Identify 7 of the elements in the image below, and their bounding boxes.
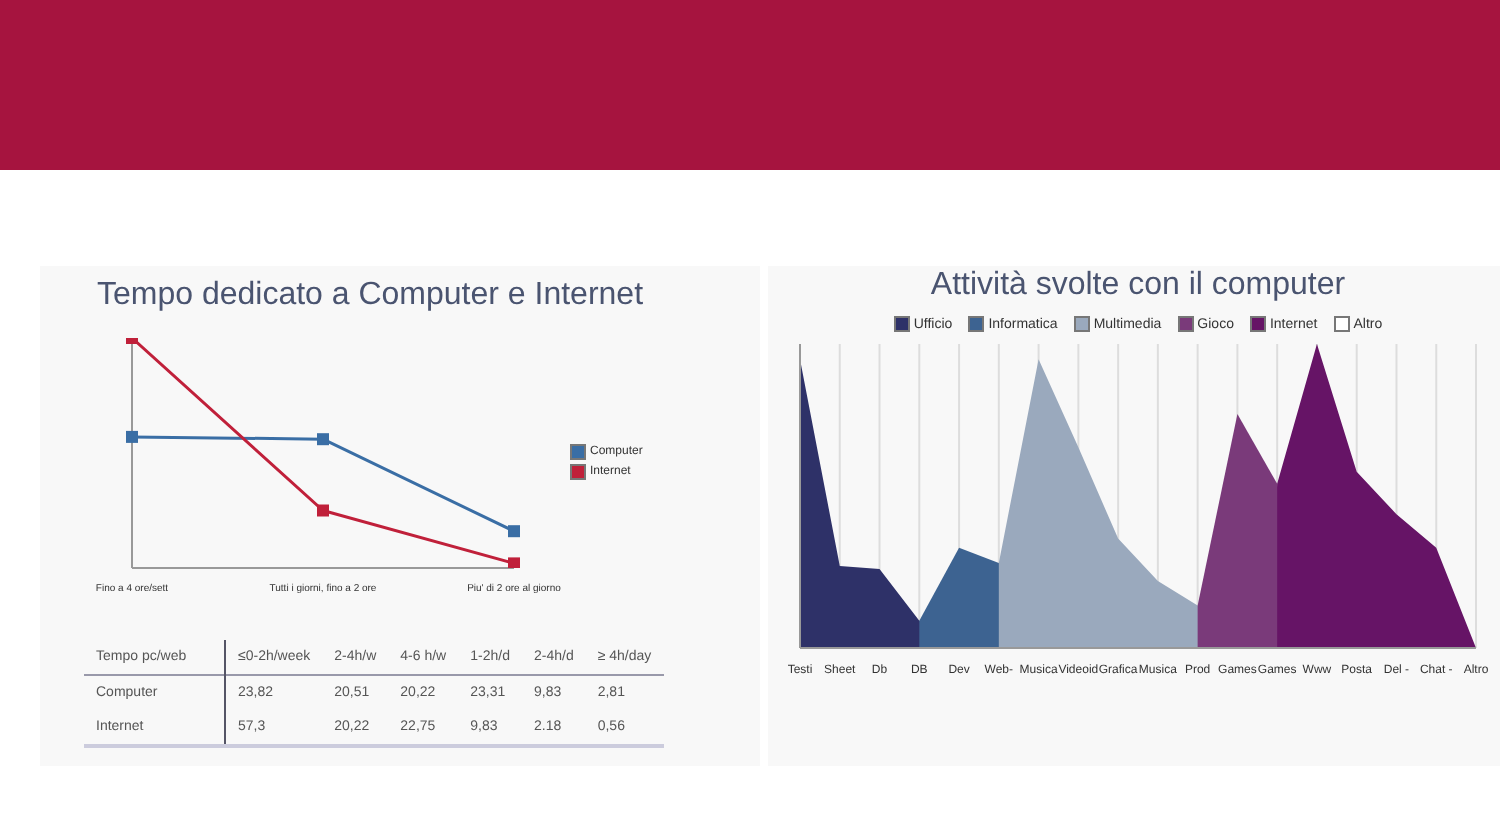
point (126, 430, 138, 443)
point (317, 504, 329, 517)
point (508, 557, 520, 568)
chart-title: Tempo dedicato a Computer e Internet (94, 278, 646, 314)
chart-title: Attività svolte con il computer (928, 268, 1348, 304)
point (508, 525, 520, 538)
point (317, 433, 329, 446)
